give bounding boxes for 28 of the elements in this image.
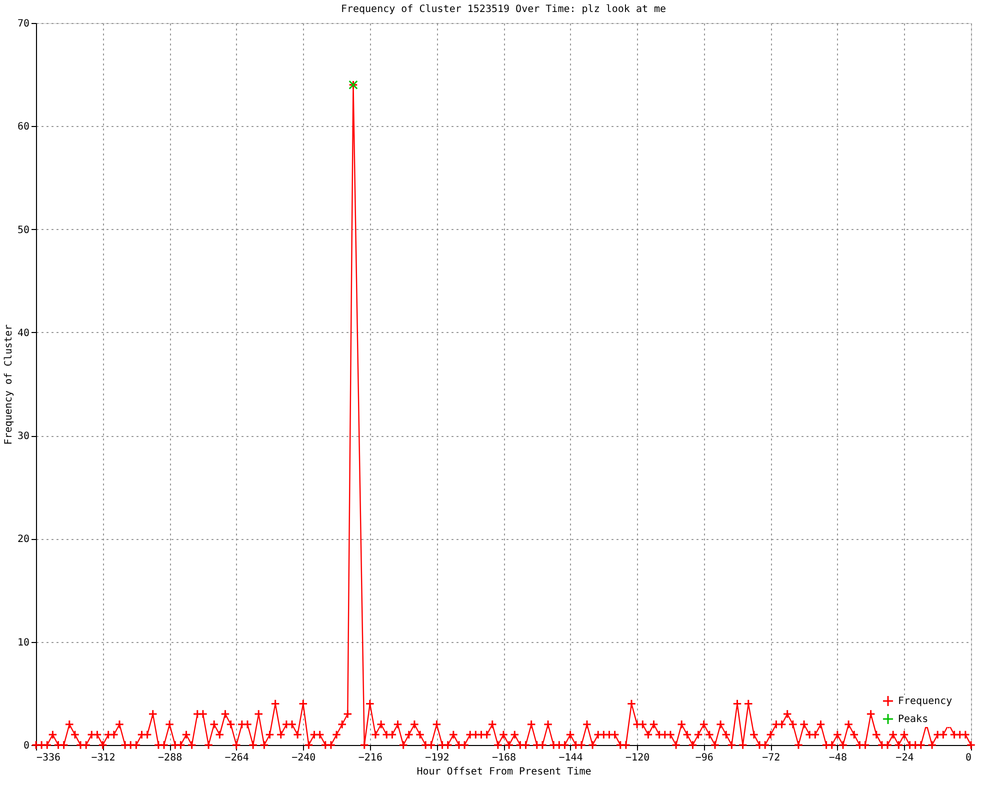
y-tick-label: 50 xyxy=(17,224,30,236)
chart-title: Frequency of Cluster 1523519 Over Time: plz look at me xyxy=(340,4,666,15)
x-tick-label: −24 xyxy=(896,752,914,764)
x-tick-label: −96 xyxy=(695,752,714,764)
x-tick-label: −312 xyxy=(91,752,116,764)
x-tick-label: −120 xyxy=(626,752,650,764)
x-tick-label: −168 xyxy=(492,752,516,764)
y-tick-label: 60 xyxy=(17,122,30,133)
x-tick-label: −192 xyxy=(425,752,450,764)
x-tick-label: 0 xyxy=(965,752,972,764)
x-tick-label: −240 xyxy=(292,752,316,764)
y-tick-label: 30 xyxy=(17,431,30,442)
x-tick-label: −216 xyxy=(358,752,382,764)
y-tick-label: 0 xyxy=(23,740,30,752)
y-tick-label: 70 xyxy=(17,18,30,30)
y-tick-label: 20 xyxy=(17,534,30,546)
x-axis-title: Hour Offset From Present Time xyxy=(416,766,592,778)
x-tick-label: −264 xyxy=(224,752,249,764)
x-tick-label: −288 xyxy=(158,752,182,764)
y-axis-title: Frequency of Cluster xyxy=(3,324,14,445)
legend-label: Peaks xyxy=(898,714,928,725)
x-tick-label: −48 xyxy=(828,752,847,764)
x-tick-label: −72 xyxy=(762,752,780,764)
y-tick-label: 40 xyxy=(17,328,30,339)
y-tick-label: 10 xyxy=(17,637,30,648)
x-tick-label: −336 xyxy=(36,752,61,764)
legend-label: Frequency xyxy=(898,696,952,707)
x-tick-label: −144 xyxy=(558,752,583,764)
